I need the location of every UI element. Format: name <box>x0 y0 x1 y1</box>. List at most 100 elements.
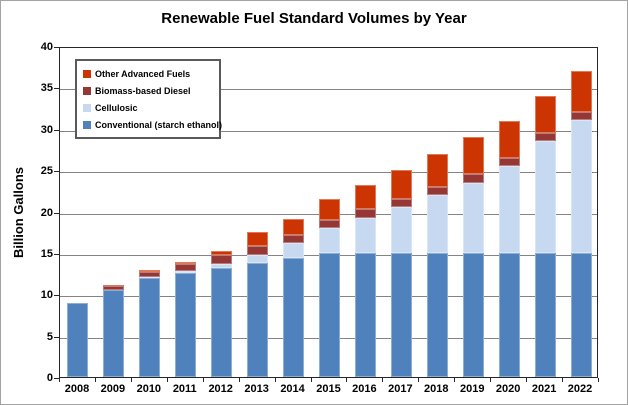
bar-segment-cellulosic-2019 <box>462 182 484 253</box>
bar-segment-conventional-starch-ethanol-2020 <box>498 252 520 377</box>
x-axis-label-2010: 2010 <box>136 383 162 395</box>
bar-slot-2015 <box>312 48 348 377</box>
y-tick-label-30: 30 <box>40 123 53 136</box>
bar-segment-conventional-starch-ethanol-2008 <box>67 302 89 377</box>
bar-segment-conventional-starch-ethanol-2010 <box>139 277 161 377</box>
legend-label-biomass-based-diesel: Biomass-based Diesel <box>95 86 191 96</box>
x-axis-label-2019: 2019 <box>459 383 485 395</box>
x-tick-mark-0 <box>59 378 60 382</box>
bar-segment-biomass-based-diesel-2016 <box>354 209 376 218</box>
other-advanced-fuels-swatch-icon <box>83 70 91 78</box>
x-axis-label-2022: 2022 <box>567 383 593 395</box>
y-tick-mark-35 <box>54 88 59 90</box>
bar-segment-other-advanced-fuels-2022 <box>570 70 592 113</box>
bar-slot-2017 <box>383 48 419 377</box>
bar-segment-other-advanced-fuels-2010 <box>139 269 161 272</box>
bar-segment-conventional-starch-ethanol-2015 <box>318 252 340 377</box>
legend-label-cellulosic: Cellulosic <box>95 103 138 113</box>
x-tick-mark-3 <box>166 378 168 382</box>
bar-segment-cellulosic-2015 <box>318 228 340 253</box>
y-tick-label-15: 15 <box>40 247 53 260</box>
y-tick-label-35: 35 <box>40 82 53 95</box>
bar-2014 <box>283 218 305 377</box>
bar-segment-conventional-starch-ethanol-2012 <box>211 267 233 377</box>
bar-slot-2018 <box>419 48 455 377</box>
bar-2019 <box>462 137 484 377</box>
bar-segment-biomass-based-diesel-2017 <box>390 199 412 208</box>
x-axis-label-2009: 2009 <box>100 383 126 395</box>
legend-label-other-advanced-fuels: Other Advanced Fuels <box>95 69 191 79</box>
bar-segment-cellulosic-2018 <box>426 194 448 253</box>
bar-segment-cellulosic-2011 <box>175 270 197 273</box>
gridline-35 <box>60 89 597 91</box>
y-tick-mark-5 <box>54 336 59 338</box>
bar-slot-2021 <box>527 48 563 377</box>
x-tick-mark-12 <box>490 378 492 382</box>
bar-2020 <box>498 120 520 377</box>
y-tick-mark-20 <box>54 212 59 214</box>
gridline-30 <box>60 130 597 132</box>
bar-segment-biomass-based-diesel-2012 <box>211 255 233 264</box>
bar-segment-other-advanced-fuels-2018 <box>426 153 448 187</box>
chart-title: Renewable Fuel Standard Volumes by Year <box>161 10 467 27</box>
legend-item-cellulosic: Cellulosic <box>83 100 213 116</box>
y-tick-mark-15 <box>54 253 59 255</box>
y-tick-label-0: 0 <box>46 372 53 384</box>
x-tick-mark-11 <box>454 378 456 382</box>
bar-segment-biomass-based-diesel-2010 <box>139 271 161 277</box>
bar-slot-2009 <box>96 48 132 377</box>
bar-2022 <box>570 70 592 377</box>
bar-segment-cellulosic-2020 <box>498 166 520 253</box>
bar-segment-conventional-starch-ethanol-2019 <box>462 252 484 377</box>
bar-segment-biomass-based-diesel-2014 <box>283 235 305 244</box>
bar-segment-cellulosic-2022 <box>570 120 592 253</box>
bar-segment-cellulosic-2012 <box>211 263 233 268</box>
gridline-25 <box>60 172 597 174</box>
bar-segment-conventional-starch-ethanol-2021 <box>534 252 556 377</box>
bar-segment-cellulosic-2014 <box>283 243 305 258</box>
bar-segment-cellulosic-2010 <box>139 276 161 278</box>
bar-segment-conventional-starch-ethanol-2018 <box>426 252 448 377</box>
x-tick-mark-10 <box>418 378 420 382</box>
y-tick-mark-30 <box>54 129 59 131</box>
y-tick-mark-0 <box>54 378 59 379</box>
x-tick-mark-4 <box>202 378 204 382</box>
x-tick-mark-15 <box>598 378 599 382</box>
y-tick-label-20: 20 <box>40 206 53 219</box>
bar-segment-conventional-starch-ethanol-2022 <box>570 252 592 377</box>
bar-2018 <box>426 153 448 377</box>
bar-segment-conventional-starch-ethanol-2013 <box>247 262 269 377</box>
bar-segment-biomass-based-diesel-2011 <box>175 264 197 271</box>
x-tick-mark-8 <box>346 378 348 382</box>
bar-slot-2020 <box>491 48 527 377</box>
bar-segment-cellulosic-2013 <box>247 254 269 263</box>
x-tick-mark-9 <box>382 378 384 382</box>
conventional-starch-ethanol-swatch-icon <box>83 121 91 129</box>
bar-segment-other-advanced-fuels-2019 <box>462 137 484 175</box>
bar-segment-biomass-based-diesel-2020 <box>498 157 520 166</box>
x-axis-label-2016: 2016 <box>352 383 377 395</box>
bar-segment-other-advanced-fuels-2021 <box>534 95 556 133</box>
x-axis-label-2013: 2013 <box>244 383 269 395</box>
x-axis-label-2014: 2014 <box>280 383 305 395</box>
bar-2010 <box>139 269 161 377</box>
bar-segment-biomass-based-diesel-2018 <box>426 186 448 195</box>
bar-2021 <box>534 95 556 377</box>
bar-2016 <box>354 184 376 377</box>
y-tick-label-5: 5 <box>46 330 53 343</box>
x-tick-mark-7 <box>310 378 312 382</box>
x-axis-label-2017: 2017 <box>388 383 413 395</box>
x-axis-label-2020: 2020 <box>495 383 521 395</box>
bar-2012 <box>211 251 233 377</box>
bar-segment-other-advanced-fuels-2012 <box>211 251 233 256</box>
bar-segment-biomass-based-diesel-2022 <box>570 112 592 121</box>
y-tick-mark-40 <box>54 47 59 48</box>
y-tick-mark-10 <box>54 295 59 297</box>
x-axis-label-2011: 2011 <box>172 383 197 395</box>
biomass-based-diesel-swatch-icon <box>83 87 91 95</box>
bar-segment-conventional-starch-ethanol-2009 <box>103 290 125 377</box>
bar-segment-biomass-based-diesel-2019 <box>462 174 484 183</box>
x-tick-mark-2 <box>130 378 132 382</box>
legend: Other Advanced Fuels Biomass-based Diesel… <box>75 59 222 139</box>
x-tick-mark-5 <box>238 378 240 382</box>
